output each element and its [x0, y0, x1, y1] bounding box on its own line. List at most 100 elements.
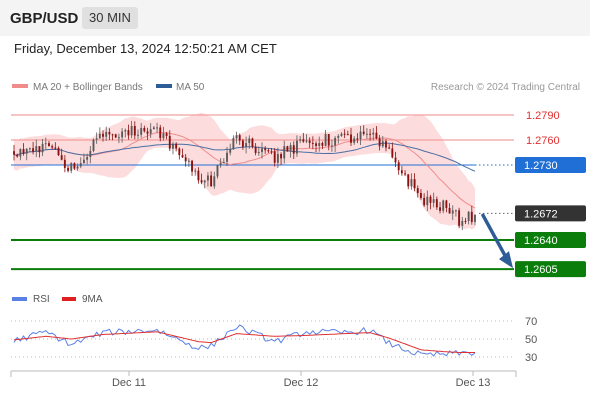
rsi-tick-label: 30 — [525, 352, 537, 364]
candle-body — [264, 148, 267, 151]
candle-body — [445, 200, 448, 209]
candle-body — [48, 143, 50, 147]
candle-body — [254, 146, 257, 153]
candle-body — [175, 144, 178, 149]
candle-body — [334, 137, 337, 146]
candle-body — [385, 141, 387, 148]
rsi-ma-legend-swatch — [62, 297, 76, 301]
projection-arrow-head — [499, 251, 513, 269]
candle-body — [356, 138, 359, 140]
rsi-legend-label: RSI — [33, 294, 50, 305]
timestamp: Friday, December 13, 2024 12:50:21 AM CE… — [14, 41, 277, 56]
candle-body — [381, 141, 384, 147]
candle-body — [51, 146, 54, 148]
candle-body — [318, 143, 321, 146]
candle-body — [98, 133, 101, 139]
candle-body — [229, 149, 232, 153]
level-label-bg — [515, 232, 586, 248]
ma20-legend-swatch — [12, 84, 28, 88]
candle-body — [372, 132, 375, 135]
ma20-legend-label: MA 20 + Bollinger Bands — [33, 82, 143, 93]
candle-body — [337, 135, 340, 138]
candle-body — [200, 180, 203, 183]
candle-body — [429, 196, 432, 203]
candle-body — [369, 133, 372, 135]
candle-body — [286, 146, 289, 152]
candle-body — [410, 179, 413, 187]
candle-body — [57, 147, 60, 156]
candle-body — [251, 138, 254, 147]
candle-body — [359, 131, 362, 140]
candle-body — [86, 157, 89, 160]
candle-body — [197, 170, 200, 181]
level-label-bg — [515, 261, 586, 278]
candle-body — [111, 134, 114, 136]
credit-text: Research © 2024 Trading Central — [431, 82, 580, 93]
candle-body — [267, 150, 270, 152]
candle-body — [426, 196, 429, 206]
candle-body — [38, 146, 41, 153]
candle-body — [404, 173, 406, 175]
main-panel: 1.2790 1.2760 1.2730 1.2672 1.2640 1.2605 — [11, 110, 586, 278]
candle-body — [432, 199, 435, 203]
candle-body — [435, 199, 438, 208]
candle-body — [273, 151, 276, 163]
candle-body — [92, 139, 95, 151]
candle-body — [451, 210, 454, 214]
candle-body — [19, 149, 22, 157]
candle-body — [283, 146, 286, 159]
candle-body — [143, 127, 146, 132]
candle-body — [216, 165, 219, 177]
candle-body — [203, 180, 206, 183]
candle-body — [388, 147, 391, 149]
candle-body — [257, 152, 260, 154]
header-bar: GBP/USD 30 MIN — [0, 0, 590, 36]
candle-body — [73, 163, 76, 169]
candle-body — [105, 131, 108, 137]
candle-body — [206, 175, 209, 181]
x-tick-label: Dec 12 — [284, 377, 319, 389]
timeframe-badge[interactable]: 30 MIN — [82, 7, 138, 29]
candle-body — [413, 179, 416, 189]
candle-body — [156, 127, 159, 129]
candle-body — [22, 149, 25, 154]
candle-body — [184, 157, 187, 162]
candle-body — [95, 138, 98, 140]
candle-body — [194, 170, 197, 172]
candle-body — [191, 160, 193, 172]
candle-body — [60, 155, 63, 160]
candle-body — [292, 145, 295, 154]
candle-body — [442, 200, 445, 211]
candle-body — [213, 176, 216, 187]
candle-body — [241, 140, 244, 147]
level-label: 1.2790 — [526, 110, 560, 122]
candle-body — [79, 163, 82, 167]
candle-body — [219, 162, 222, 166]
candle-body — [114, 134, 117, 138]
rsi-line — [13, 324, 476, 357]
candle-body — [238, 135, 241, 141]
level-label: 1.2640 — [524, 235, 558, 247]
pair-title: GBP/USD — [10, 10, 79, 27]
candle-body — [461, 220, 464, 226]
candle-body — [343, 133, 346, 135]
candle-body — [362, 131, 365, 134]
candle-body — [248, 138, 251, 144]
level-label: 1.2730 — [524, 160, 558, 172]
candle-body — [289, 145, 292, 152]
candle-body — [41, 143, 44, 153]
candle-body — [124, 130, 127, 132]
candle-body — [397, 162, 400, 171]
candle-body — [210, 175, 213, 187]
candle-body — [350, 134, 352, 143]
candle-body — [407, 174, 410, 187]
rsi-tick-label: 70 — [525, 316, 537, 328]
candle-body — [420, 193, 422, 198]
candle-body — [394, 157, 397, 163]
candle-body — [162, 133, 165, 139]
candle-body — [159, 127, 162, 139]
candle-body — [299, 139, 302, 141]
candle-body — [13, 151, 15, 155]
